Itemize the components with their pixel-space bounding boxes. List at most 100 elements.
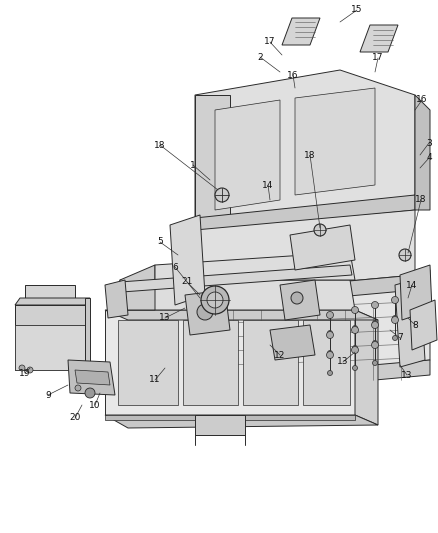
Circle shape <box>19 365 25 371</box>
Circle shape <box>371 302 378 309</box>
Polygon shape <box>410 300 437 350</box>
Text: 14: 14 <box>406 280 418 289</box>
Polygon shape <box>303 320 350 405</box>
Circle shape <box>392 296 399 303</box>
Polygon shape <box>270 325 315 360</box>
Polygon shape <box>25 285 75 305</box>
Polygon shape <box>195 195 415 233</box>
Circle shape <box>352 327 358 334</box>
Polygon shape <box>185 290 230 335</box>
Circle shape <box>353 366 357 370</box>
Circle shape <box>372 360 378 366</box>
Text: 18: 18 <box>304 150 316 159</box>
Text: 13: 13 <box>401 370 413 379</box>
Circle shape <box>392 316 398 320</box>
Circle shape <box>372 320 378 326</box>
Text: 12: 12 <box>274 351 286 359</box>
Polygon shape <box>415 95 430 210</box>
Polygon shape <box>178 360 430 398</box>
Circle shape <box>201 286 229 314</box>
Polygon shape <box>170 215 205 305</box>
Polygon shape <box>195 275 415 310</box>
Circle shape <box>207 292 223 308</box>
Text: 15: 15 <box>351 5 363 14</box>
Text: 1: 1 <box>190 160 196 169</box>
Text: 19: 19 <box>19 368 31 377</box>
Circle shape <box>371 321 378 328</box>
Polygon shape <box>120 265 155 310</box>
Polygon shape <box>105 280 128 318</box>
Polygon shape <box>395 278 425 367</box>
Polygon shape <box>282 18 320 45</box>
Text: 18: 18 <box>415 196 427 205</box>
Polygon shape <box>415 270 430 290</box>
Circle shape <box>328 330 332 335</box>
Polygon shape <box>290 225 355 270</box>
Polygon shape <box>360 25 398 52</box>
Circle shape <box>27 367 33 373</box>
Polygon shape <box>105 310 355 415</box>
Polygon shape <box>68 360 115 395</box>
Circle shape <box>85 388 95 398</box>
Circle shape <box>197 304 213 320</box>
Circle shape <box>326 311 333 319</box>
Polygon shape <box>215 100 280 210</box>
Circle shape <box>326 332 333 338</box>
Polygon shape <box>118 320 178 405</box>
Polygon shape <box>195 70 415 220</box>
Polygon shape <box>105 415 355 420</box>
Polygon shape <box>115 280 355 310</box>
Polygon shape <box>175 228 200 300</box>
Polygon shape <box>105 310 378 320</box>
Polygon shape <box>15 305 85 325</box>
Circle shape <box>399 249 411 261</box>
Circle shape <box>328 351 332 356</box>
Circle shape <box>291 292 303 304</box>
Polygon shape <box>85 298 90 370</box>
Polygon shape <box>15 305 85 370</box>
Text: 10: 10 <box>89 400 101 409</box>
Text: 11: 11 <box>149 376 161 384</box>
Circle shape <box>328 370 332 376</box>
Circle shape <box>352 306 358 313</box>
Text: 2: 2 <box>257 52 263 61</box>
Polygon shape <box>183 320 238 405</box>
Text: 13: 13 <box>337 358 349 367</box>
Text: 3: 3 <box>426 139 432 148</box>
Polygon shape <box>280 280 320 320</box>
Circle shape <box>326 351 333 359</box>
Polygon shape <box>195 95 230 220</box>
Polygon shape <box>105 415 378 428</box>
Text: 16: 16 <box>287 70 299 79</box>
Text: 18: 18 <box>154 141 166 149</box>
Polygon shape <box>15 298 90 305</box>
Polygon shape <box>355 310 378 425</box>
Circle shape <box>353 345 357 351</box>
Text: 9: 9 <box>45 391 51 400</box>
Circle shape <box>314 224 326 236</box>
Polygon shape <box>120 265 352 292</box>
Polygon shape <box>200 280 430 385</box>
Polygon shape <box>400 265 432 320</box>
Polygon shape <box>178 300 200 385</box>
Text: 7: 7 <box>397 334 403 343</box>
Polygon shape <box>295 88 375 195</box>
Text: 17: 17 <box>264 37 276 46</box>
Polygon shape <box>195 415 245 435</box>
Polygon shape <box>195 210 415 295</box>
Circle shape <box>353 326 357 330</box>
Text: 21: 21 <box>181 278 193 287</box>
Polygon shape <box>155 252 355 280</box>
Circle shape <box>371 342 378 349</box>
Circle shape <box>392 317 399 324</box>
Text: 4: 4 <box>426 154 432 163</box>
Polygon shape <box>75 370 110 385</box>
Text: 16: 16 <box>416 95 428 104</box>
Polygon shape <box>243 320 298 405</box>
Circle shape <box>392 335 398 341</box>
Text: 14: 14 <box>262 181 274 190</box>
Text: 6: 6 <box>172 262 178 271</box>
Text: 20: 20 <box>69 414 81 423</box>
Circle shape <box>215 188 229 202</box>
Text: 13: 13 <box>159 313 171 322</box>
